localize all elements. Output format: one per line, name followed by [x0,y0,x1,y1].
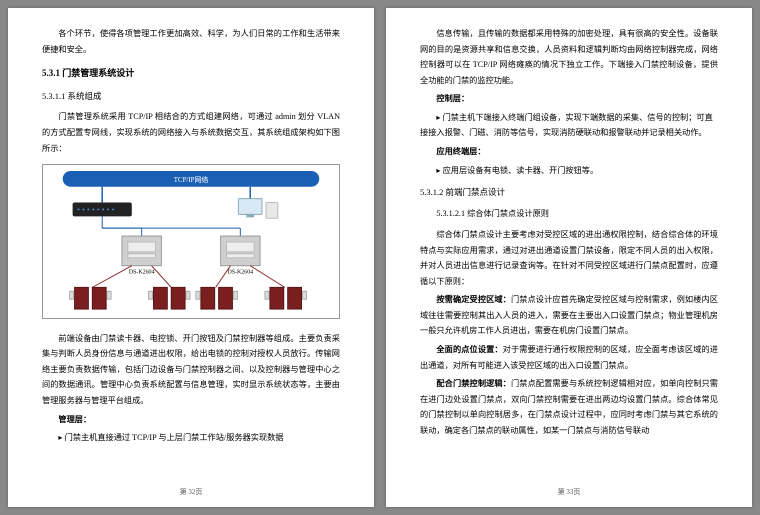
svg-text:DS-K2604: DS-K2604 [228,270,254,276]
heading-mgmt-layer: 管理层： [42,412,340,428]
bullet: 门禁主机下端接入终端门组设备，实现下端数据的采集、信号的控制；可直接接入报警、门… [420,110,718,141]
heading-5-3-1-1: 5.3.1.1 系统组成 [42,88,340,104]
paragraph: 前端设备由门禁读卡器、电控锁、开门按钮及门禁控制器等组成。主要负责采集与判断人员… [42,331,340,409]
heading-app-layer: 应用终端层： [420,144,718,160]
heading-5-3-1-2: 5.3.1.2 前端门禁点设计 [420,184,718,200]
bullet: 应用层设备有电锁、读卡器、开门按钮等。 [420,163,718,179]
heading-5-3-1: 5.3.1 门禁管理系统设计 [42,65,340,82]
heading-5-3-1-2-1: 5.3.1.2.1 综合体门禁点设计原则 [420,206,718,222]
paragraph: 门禁管理系统采用 TCP/IP 相结合的方式组建网络，可通过 admin 划分 … [42,109,340,156]
heading-ctrl-layer: 控制层： [420,91,718,107]
page-footer: 第 33页 [386,486,752,499]
svg-text:DS-K2604: DS-K2604 [129,270,155,276]
svg-text:TCP/IP网络: TCP/IP网络 [174,175,209,184]
paragraph: 全面的点位设置：对于需要进行通行权限控制的区域，应全面考虑该区域的进出通道，对所… [420,342,718,373]
bullet: 门禁主机直接通过 TCP/IP 与上层门禁工作站/服务器实现数据 [42,430,340,446]
paragraph: 按需确定受控区域：门禁点设计应首先确定受控区域与控制需求，例如楼内区域往往需要控… [420,292,718,339]
paragraph: 配合门禁控制逻辑：门禁点配置需要与系统控制逻辑相对应，如单向控制只需在进门边处设… [420,376,718,438]
paragraph: 各个环节，使得各项管理工作更加高效、科学，为人们日常的工作和生活带来便捷和安全。 [42,26,340,57]
system-diagram: TCP/IP网络 DS-K2604 DS-K2604 [42,164,340,319]
page-left: 各个环节，使得各项管理工作更加高效、科学，为人们日常的工作和生活带来便捷和安全。… [8,8,374,507]
paragraph: 信息传输，且传输的数据都采用特殊的加密处理，具有很高的安全性。设备联网的目的是资… [420,26,718,88]
inline-bold: 全面的点位设置： [436,345,502,354]
inline-bold: 配合门禁控制逻辑： [436,379,511,388]
inline-bold: 按需确定受控区域： [436,295,511,304]
paragraph: 综合体门禁点设计主要考虑对受控区域的进出通权限控制，结合综合体的环境特点与实际应… [420,227,718,289]
page-footer: 第 32页 [8,486,374,499]
page-right: 信息传输，且传输的数据都采用特殊的加密处理，具有很高的安全性。设备联网的目的是资… [386,8,752,507]
